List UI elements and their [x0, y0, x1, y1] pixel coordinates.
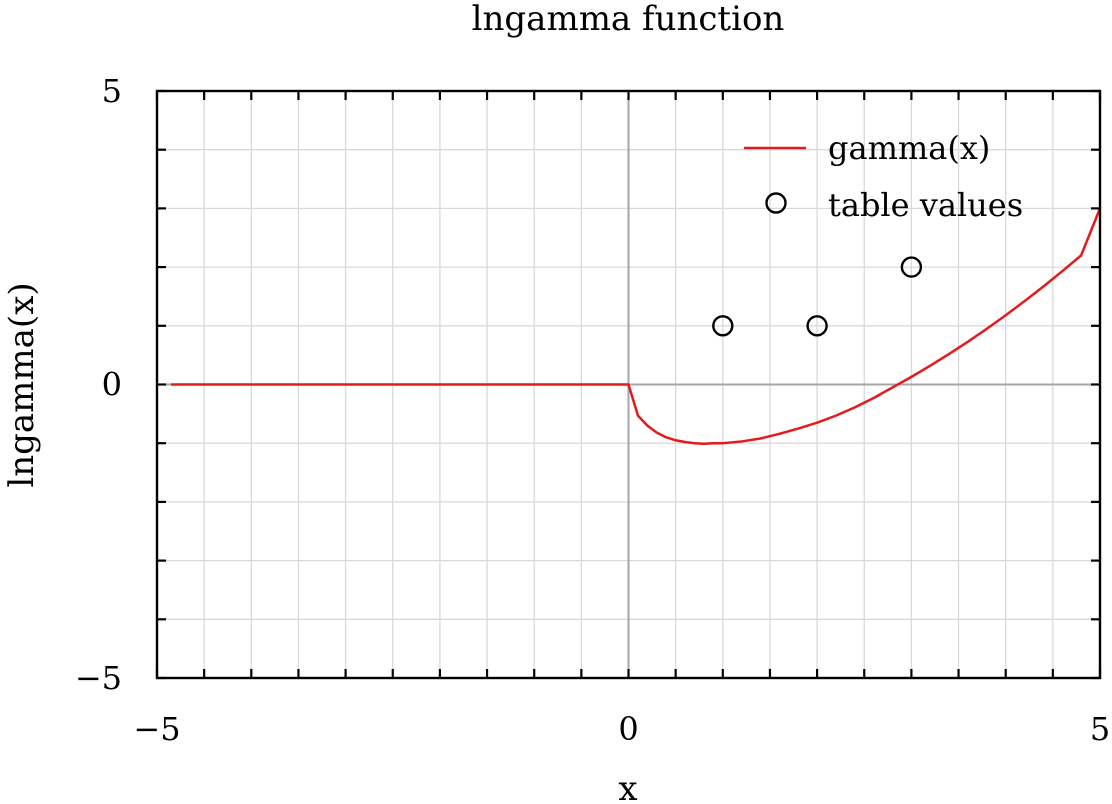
plot-series	[171, 207, 1102, 446]
gamma-line	[171, 207, 1102, 446]
axis-ticks	[155, 89, 1102, 680]
x-tick-label: 5	[1090, 710, 1110, 748]
legend-circle-swatch	[765, 192, 787, 214]
legend-label-markers: table values	[828, 186, 1023, 224]
legend: gamma(x) table values	[744, 129, 1023, 224]
tick-labels: −5 0 5 −5 0 5	[75, 72, 1110, 748]
y-axis-label: lngamma(x)	[2, 282, 42, 487]
x-tick-label: −5	[133, 710, 180, 748]
legend-label-line: gamma(x)	[828, 129, 990, 167]
y-tick-label: 5	[102, 72, 122, 110]
table-value-point	[900, 256, 923, 278]
table-value-point	[712, 315, 734, 337]
x-tick-label: 0	[618, 710, 638, 748]
y-tick-label: −5	[75, 659, 122, 697]
y-tick-label: 0	[102, 366, 122, 404]
table-value-point	[806, 315, 828, 337]
chart-title: lngamma function	[472, 0, 785, 39]
x-axis-label: x	[618, 769, 637, 804]
